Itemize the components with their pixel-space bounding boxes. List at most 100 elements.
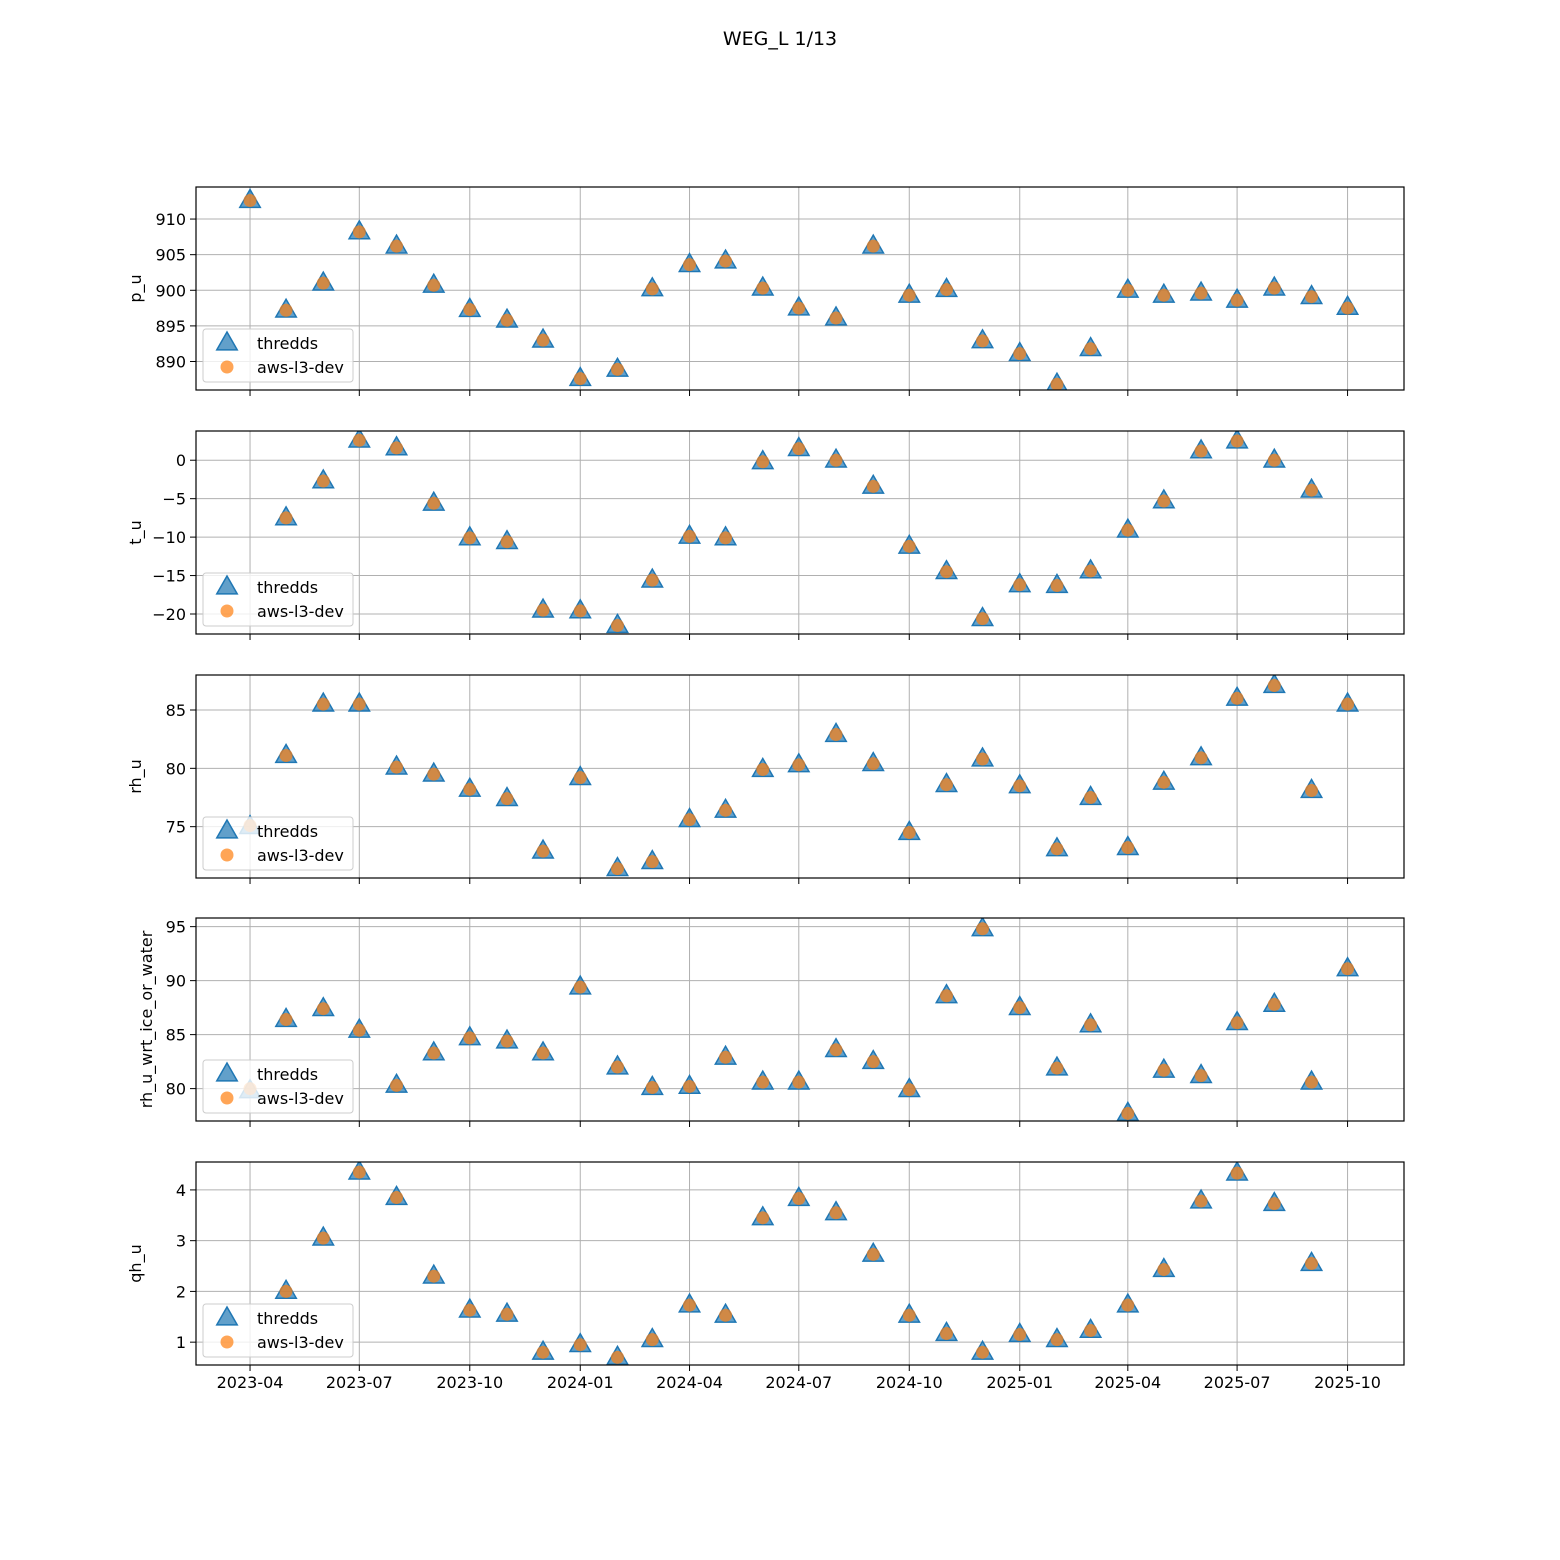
aws-l3-dev-point [1157, 775, 1171, 789]
legend-thredds-marker [215, 1305, 239, 1326]
aws-l3-dev-point [352, 1165, 366, 1179]
aws-l3-dev-point [719, 531, 733, 545]
x-tick-label: 2023-07 [326, 1373, 393, 1392]
axes-frame [195, 430, 1405, 635]
aws-l3-dev-point [536, 1046, 550, 1060]
aws-l3-dev-point [1050, 1333, 1064, 1347]
aws-l3-dev-point [390, 1191, 404, 1205]
y-tick-label: 85 [166, 1026, 186, 1045]
aws-l3-dev-point [683, 813, 697, 827]
aws-l3-dev-point [902, 826, 916, 839]
aws-l3-dev-point [279, 511, 293, 525]
aws-l3-dev-point [1230, 1166, 1244, 1180]
aws-l3-dev-point [500, 313, 514, 327]
axes-frame [195, 1161, 1405, 1366]
aws-l3-dev-point [1157, 494, 1171, 508]
aws-l3-dev-point [683, 1298, 697, 1312]
aws-l3-dev-point [1013, 578, 1027, 592]
figure-title: WEG_L 1/13 [723, 28, 837, 50]
aws-l3-dev-point [279, 1284, 293, 1298]
aws-l3-dev-point [316, 697, 330, 711]
aws-l3-dev-point [427, 278, 441, 292]
aws-l3-dev-point [719, 1050, 733, 1064]
aws-l3-dev-point [939, 283, 953, 297]
aws-l3-dev-point [939, 565, 953, 579]
x-tick-label: 2024-04 [656, 1373, 723, 1392]
aws-l3-dev-point [1121, 1298, 1135, 1312]
aws-l3-dev-point [1084, 1323, 1098, 1337]
aws-l3-dev-point [829, 1043, 843, 1057]
y-tick-label: −20 [152, 605, 186, 624]
aws-l3-dev-point [500, 535, 514, 549]
aws-l3-dev-point [683, 258, 697, 272]
aws-l3-dev-point [573, 372, 587, 386]
aws-l3-dev-point [829, 453, 843, 467]
aws-l3-dev-point [1230, 293, 1244, 307]
aws-l3-dev-point [756, 1211, 770, 1225]
aws-l3-dev-point [1013, 1328, 1027, 1342]
aws-l3-dev-point [756, 1075, 770, 1089]
aws-l3-dev-point [316, 276, 330, 290]
aws-l3-dev-point [1341, 301, 1355, 315]
legend: thredds aws-l3-dev [202, 1303, 354, 1358]
aws-l3-dev-point [610, 1350, 624, 1364]
aws-l3-dev-point [1305, 483, 1319, 497]
data-markers [238, 675, 1360, 877]
x-tick-label: 2025-10 [1314, 1373, 1381, 1392]
aws-l3-dev-point [279, 749, 293, 762]
aws-l3-dev-point [902, 1083, 916, 1097]
x-tick-label: 2025-04 [1094, 1373, 1161, 1392]
aws-l3-dev-point [976, 612, 990, 626]
aws-l3-dev-point [645, 282, 659, 296]
aws-l3-dev-point [463, 1031, 477, 1045]
y-axis-label: t_u [126, 520, 146, 544]
x-tick-label: 2025-07 [1204, 1373, 1271, 1392]
aws-l3-dev-point [939, 778, 953, 792]
legend-thredds-marker [215, 818, 239, 839]
aws-l3-dev-point [1341, 962, 1355, 976]
y-tick-label: 890 [155, 353, 186, 372]
aws-l3-dev-point [976, 1345, 990, 1359]
y-tick-label: 2 [176, 1282, 186, 1301]
aws-l3-dev-point [829, 311, 843, 325]
y-tick-label: 1 [176, 1333, 186, 1352]
y-tick-label: 905 [155, 246, 186, 265]
aws-l3-dev-point [279, 303, 293, 317]
legend-thredds-label: thredds [257, 1309, 318, 1328]
aws-l3-dev-point [792, 758, 806, 772]
aws-l3-dev-point [463, 531, 477, 545]
aws-l3-dev-point [866, 479, 880, 493]
legend-box [202, 572, 354, 627]
y-tick-label: 75 [166, 818, 186, 837]
y-tick-label: −10 [152, 528, 186, 547]
legend-thredds-marker [215, 574, 239, 595]
aws-l3-dev-point [866, 1247, 880, 1261]
data-markers [274, 1162, 1324, 1365]
aws-l3-dev-point [1084, 342, 1098, 356]
aws-l3-dev-point [1050, 579, 1064, 593]
aws-l3-dev-point [1121, 283, 1135, 297]
y-tick-label: 4 [176, 1181, 186, 1200]
y-axis-label: rh_u [126, 759, 146, 794]
x-tick-label: 2024-01 [547, 1373, 614, 1392]
aws-l3-dev-point [500, 1034, 514, 1048]
aws-l3-dev-point [976, 922, 990, 936]
aws-l3-dev-point [390, 441, 404, 455]
aws-l3-dev-point [610, 619, 624, 633]
y-tick-label: 85 [166, 701, 186, 720]
aws-l3-dev-point [463, 303, 477, 317]
aws-l3-dev-point [573, 604, 587, 618]
aws-l3-dev-point [756, 763, 770, 776]
aws-l3-dev-point [573, 980, 587, 994]
aws-l3-dev-point [1013, 347, 1027, 361]
legend-thredds-marker [215, 1061, 239, 1082]
aws-l3-dev-point [1267, 1197, 1281, 1211]
y-tick-label: −15 [152, 567, 186, 586]
axes-frame [195, 674, 1405, 879]
aws-l3-dev-point [427, 1046, 441, 1060]
data-markers [274, 431, 1324, 634]
aws-l3-dev-point [352, 433, 366, 447]
aws-l3-dev-point [1341, 697, 1355, 711]
aws-l3-dev-point [902, 539, 916, 553]
